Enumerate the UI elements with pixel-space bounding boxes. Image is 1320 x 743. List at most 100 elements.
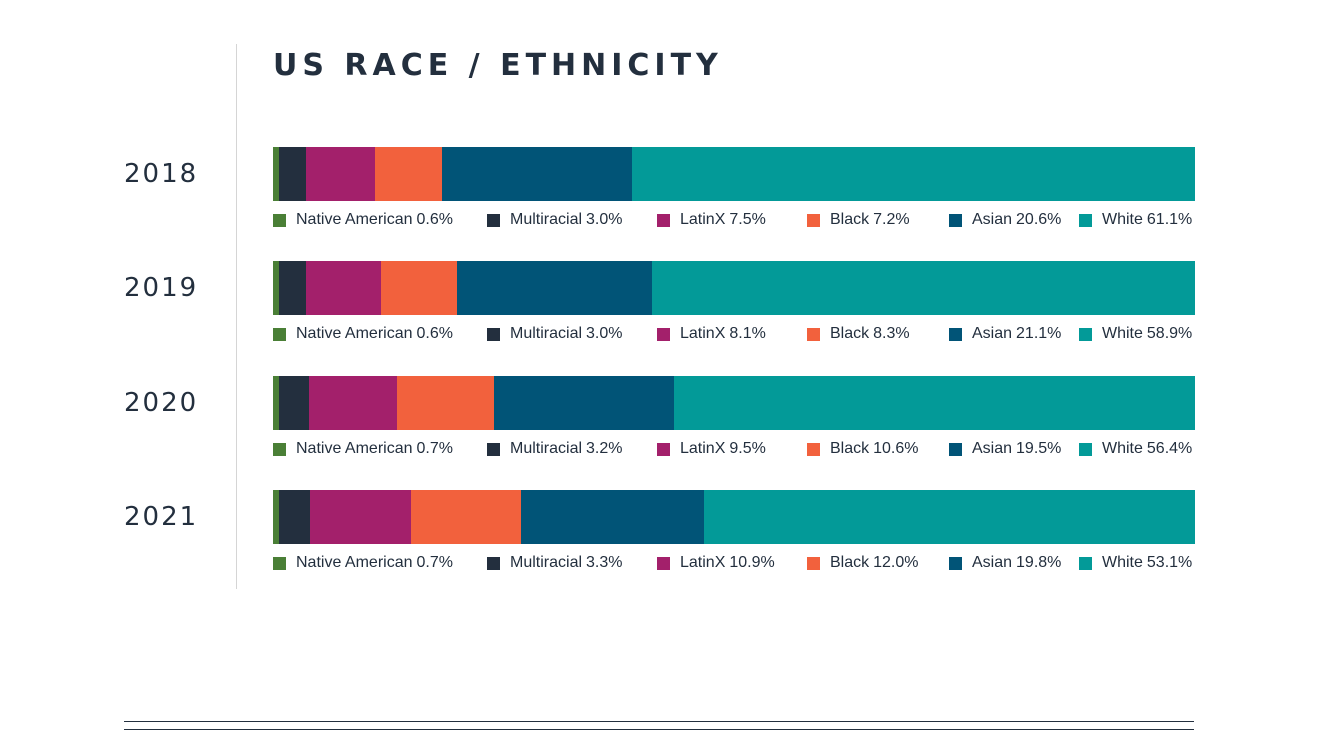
legend-item-multiracial: Multiracial 3.0% [487,211,622,229]
bar-segment-black [396,376,495,430]
legend-item-asian: Asian 20.6% [949,211,1061,229]
legend-swatch [807,213,820,227]
legend-item-asian: Asian 21.1% [949,325,1061,343]
legend-item-asian: Asian 19.5% [949,440,1061,458]
year-row-2018: 2018 Native American 0.6% Multiracial 3.0% La… [0,147,1320,247]
legend-item-multiracial: Multiracial 3.2% [487,440,622,458]
legend-item-black: Black 12.0% [807,554,919,572]
bar-segment-asian [441,147,632,201]
data-label: 0.7% [416,440,453,457]
legend-label: Asian [972,325,1013,342]
bar-segment-native-american [273,376,280,430]
legend-label: Native American [296,325,413,342]
legend-label: LatinX [680,325,726,342]
data-label: 3.0% [586,325,623,342]
data-label: 19.8% [1016,554,1062,571]
legend-swatch [1079,213,1092,227]
bar-segment-native-american [273,490,280,544]
year-label: 2019 [124,273,199,303]
legend-label: Multiracial [510,440,583,457]
year-label: 2020 [124,388,199,418]
bar-segment-native-american [273,261,279,315]
stacked-bar-2020 [273,376,1195,430]
legend-label: LatinX [680,211,726,228]
legend-label: Multiracial [510,325,583,342]
data-label: 56.4% [1146,440,1193,457]
bar-segment-multiracial [279,376,309,430]
legend-item-asian: Asian 19.8% [949,554,1061,572]
legend-label: White [1102,325,1143,342]
data-label: 9.5% [729,440,766,457]
legend-swatch [273,442,286,456]
footer-rule-bottom [124,729,1194,730]
legend-swatch [807,442,820,456]
legend-swatch [949,327,962,341]
bar-segment-latinx [308,376,397,430]
legend-item-native-american: Native American 0.7% [273,440,453,458]
legend-label: White [1102,554,1143,571]
year-row-2019: 2019 Native American 0.6% Multiracial 3.0% La… [0,261,1320,361]
legend-swatch [807,556,820,570]
data-label: 3.2% [586,440,623,457]
legend-item-native-american: Native American 0.6% [273,211,453,229]
legend-2020: Native American 0.7% Multiracial 3.2% LatinX… [273,440,1203,460]
year-row-2021: 2021 Native American 0.7% Multiracial 3.3% La… [0,490,1320,590]
legend-item-multiracial: Multiracial 3.3% [487,554,622,572]
legend-2019: Native American 0.6% Multiracial 3.0% LatinX… [273,325,1203,345]
legend-label: Black [830,211,870,228]
legend-swatch [1079,327,1092,341]
legend-label: Multiracial [510,211,583,228]
bar-segment-asian [457,261,652,315]
legend-label: Black [830,554,870,571]
stacked-bar-2019 [273,261,1195,315]
legend-swatch [949,442,962,456]
legend-swatch [1079,556,1092,570]
legend-item-native-american: Native American 0.6% [273,325,453,343]
year-label: 2021 [124,502,199,532]
data-label: 19.5% [1016,440,1062,457]
legend-swatch [273,213,286,227]
bar-segment-white [631,147,1195,201]
bar-segment-multiracial [279,490,310,544]
bar-segment-asian [521,490,705,544]
legend-item-white: White 53.1% [1079,554,1192,572]
bar-segment-latinx [306,261,381,315]
legend-item-black: Black 10.6% [807,440,919,458]
legend-label: Black [830,440,870,457]
legend-swatch [273,556,286,570]
vertical-divider [236,44,237,589]
legend-label: Black [830,325,870,342]
chart-title: US RACE / ETHNICITY [273,48,723,83]
legend-swatch [487,327,500,341]
data-label: 20.6% [1016,211,1062,228]
year-row-2020: 2020 Native American 0.7% Multiracial 3.2% La… [0,376,1320,476]
footer-rule-top [124,721,1194,722]
bar-segment-white [704,490,1195,544]
legend-label: LatinX [680,554,726,571]
data-label: 10.6% [873,440,919,457]
bar-segment-white [674,376,1195,430]
legend-swatch [657,442,670,456]
legend-swatch [807,327,820,341]
legend-swatch [1079,442,1092,456]
bar-segment-latinx [309,490,411,544]
bar-segment-native-american [273,147,279,201]
legend-item-black: Black 8.3% [807,325,910,343]
legend-swatch [949,213,962,227]
data-label: 7.2% [873,211,910,228]
legend-label: Native American [296,440,413,457]
legend-label: Native American [296,554,413,571]
legend-item-latinx: LatinX 10.9% [657,554,775,572]
data-label: 0.6% [416,325,453,342]
legend-label: LatinX [680,440,726,457]
legend-item-white: White 56.4% [1079,440,1192,458]
stacked-bar-2021 [273,490,1195,544]
legend-item-latinx: LatinX 9.5% [657,440,766,458]
data-label: 10.9% [729,554,775,571]
legend-label: Multiracial [510,554,583,571]
data-label: 0.7% [416,554,453,571]
bar-segment-black [375,147,442,201]
data-label: 53.1% [1146,554,1193,571]
bar-segment-latinx [306,147,376,201]
bar-segment-multiracial [278,261,307,315]
